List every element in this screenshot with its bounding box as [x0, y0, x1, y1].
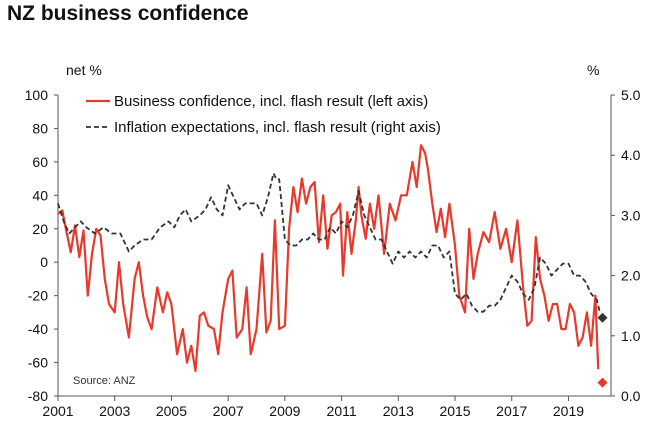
left-tick-label: 80	[32, 120, 48, 136]
x-tick-label: 2009	[269, 403, 300, 419]
x-tick-label: 2005	[156, 403, 187, 419]
right-tick-label: 4.0	[621, 147, 641, 163]
x-tick-label: 2015	[439, 403, 470, 419]
right-tick-label: 1.0	[621, 328, 641, 344]
left-tick-label: -20	[28, 288, 48, 304]
left-tick-label: -60	[28, 355, 48, 371]
x-tick-label: 2007	[213, 403, 244, 419]
left-tick-label: 60	[32, 154, 48, 170]
chart-title: NZ business confidence	[7, 2, 249, 25]
right-tick-label: 3.0	[621, 207, 641, 223]
x-tick-label: 2001	[42, 403, 73, 419]
x-tick-label: 2019	[553, 403, 584, 419]
left-tick-label: -40	[28, 321, 48, 337]
right-axis-unit: %	[587, 62, 600, 78]
source-label: Source: ANZ	[73, 375, 136, 387]
business-confidence-flash-marker	[597, 377, 608, 388]
x-tick-label: 2011	[327, 403, 357, 419]
right-tick-label: 0.0	[621, 388, 641, 404]
left-tick-label: -80	[28, 388, 48, 404]
x-tick-label: 2003	[99, 403, 130, 419]
inflation-expectations-flash-marker	[597, 312, 608, 323]
x-tick-label: 2017	[496, 403, 527, 419]
legend-label: Inflation expectations, incl. flash resu…	[114, 119, 441, 136]
x-tick-label: 2013	[383, 403, 414, 419]
left-tick-label: 20	[32, 221, 48, 237]
right-tick-label: 5.0	[621, 87, 641, 103]
legend-label: Business confidence, incl. flash result …	[114, 93, 428, 110]
left-tick-label: 100	[25, 87, 49, 103]
left-axis-unit: net %	[66, 62, 102, 78]
inflation-expectations-line	[57, 172, 601, 313]
left-tick-label: 0	[40, 254, 48, 270]
left-tick-label: 40	[32, 187, 48, 203]
business-confidence-line	[57, 144, 600, 372]
right-tick-label: 2.0	[621, 268, 641, 284]
